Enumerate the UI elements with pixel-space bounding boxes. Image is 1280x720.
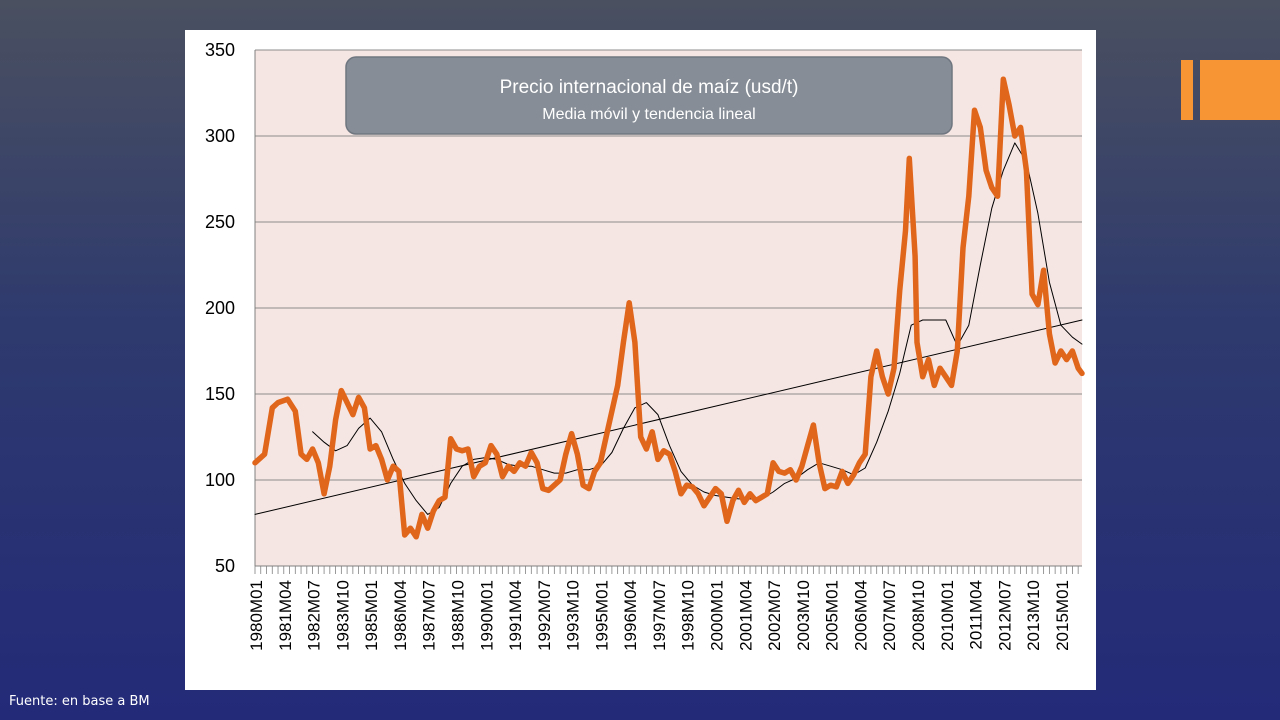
- y-tick-label: 300: [205, 126, 235, 146]
- x-tick-label: 2013M10: [1024, 580, 1043, 651]
- x-tick-label: 1986M04: [391, 580, 410, 651]
- y-tick-label: 100: [205, 470, 235, 490]
- x-tick-label: 1995M01: [592, 580, 611, 651]
- accent-bar-thin: [1181, 60, 1193, 120]
- x-tick-label: 2001M04: [736, 580, 755, 651]
- x-tick-label: 1987M07: [420, 580, 439, 651]
- title-box: Precio internacional de maíz (usd/t) Med…: [345, 56, 953, 135]
- x-tick-label: 1998M10: [679, 580, 698, 651]
- series-layer: [252, 76, 1085, 540]
- x-tick-label: 1996M04: [621, 580, 640, 651]
- x-tick-label: 2006M04: [851, 580, 870, 651]
- x-tick-label: 2010M01: [938, 580, 957, 651]
- trend-line: [254, 319, 1083, 515]
- x-axis: 1980M01 1981M04 1982M07 1983M10 1985M01 1986M…: [247, 565, 1082, 651]
- x-tick-label: 1997M07: [650, 580, 669, 651]
- chart-panel: 50 100 150 200 250 300 350 1980M01 1981M04 1982M…: [185, 30, 1096, 690]
- y-tick-label: 350: [205, 40, 235, 60]
- x-tick-label: 1981M04: [276, 580, 295, 651]
- y-tick-label: 150: [205, 384, 235, 404]
- x-tick-label: 2000M01: [708, 580, 727, 651]
- x-tick-label: 1993M10: [564, 580, 583, 651]
- x-tick-label: 1985M01: [362, 580, 381, 651]
- x-tick-label: 2003M10: [794, 580, 813, 651]
- chart-subtitle: Media móvil y tendencia lineal: [542, 106, 755, 123]
- chart-title: Precio internacional de maíz (usd/t): [500, 77, 799, 98]
- y-tick-label: 50: [215, 556, 235, 576]
- x-tick-label: 1983M10: [333, 580, 352, 651]
- x-tick-label: 1982M07: [305, 580, 324, 651]
- y-tick-label: 200: [205, 298, 235, 318]
- x-tick-label: 2015M01: [1053, 580, 1072, 651]
- x-tick-label: 2005M01: [823, 580, 842, 651]
- price-line: [252, 76, 1085, 540]
- x-tick-label: 2008M10: [909, 580, 928, 651]
- x-tick-label: 1991M04: [506, 580, 525, 651]
- y-tick-label: 250: [205, 212, 235, 232]
- source-note: Fuente: en base a BM: [9, 694, 150, 709]
- corn-price-chart: 50 100 150 200 250 300 350 1980M01 1981M04 1982M…: [205, 40, 1085, 651]
- x-tick-label: 1980M01: [247, 580, 266, 651]
- x-tick-label: 2011M04: [967, 580, 986, 650]
- x-tick-label: 2012M07: [995, 580, 1014, 651]
- accent-bar-wide: [1200, 60, 1280, 120]
- x-tick-label: 1992M07: [535, 580, 554, 651]
- y-axis: 50 100 150 200 250 300 350: [205, 40, 256, 576]
- x-tick-label: 1990M01: [477, 580, 496, 651]
- x-tick-label: 2002M07: [765, 580, 784, 651]
- x-tick-label: 2007M07: [880, 580, 899, 651]
- x-tick-label: 1988M10: [448, 580, 467, 651]
